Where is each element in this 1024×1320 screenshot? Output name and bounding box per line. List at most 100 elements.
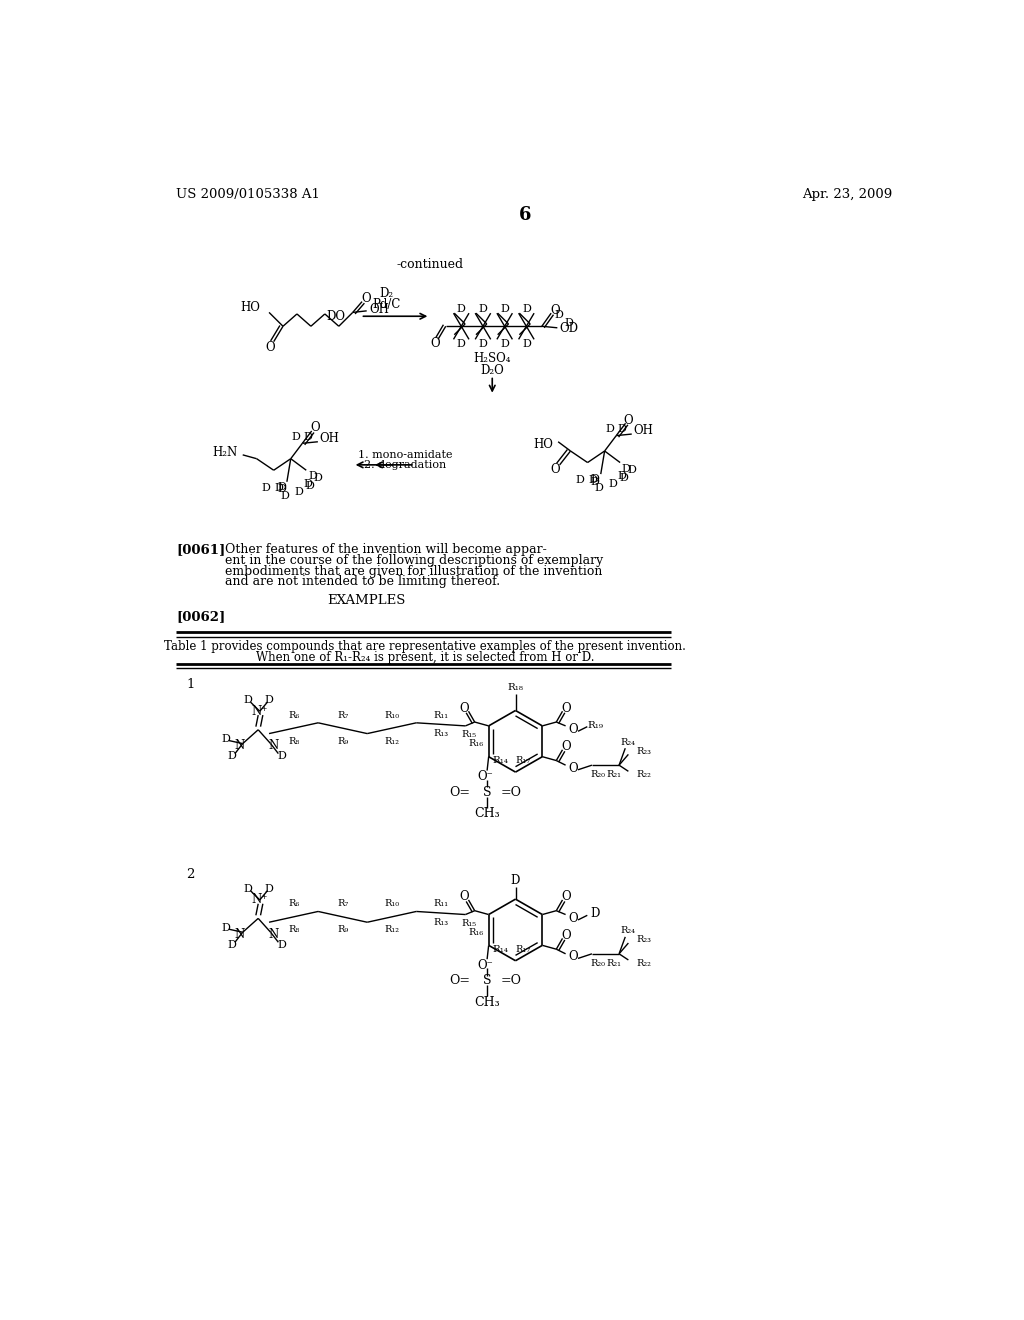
Text: D: D [292,432,301,442]
Text: OH: OH [633,425,653,437]
Text: 2: 2 [186,869,195,880]
Text: D: D [522,339,530,348]
Text: D: D [564,318,573,329]
Text: O: O [561,890,571,903]
Text: EXAMPLES: EXAMPLES [327,594,406,607]
Text: O=: O= [450,974,470,987]
Text: D: D [278,482,286,492]
Text: R₁₄: R₁₄ [492,756,508,766]
Text: O: O [568,723,579,737]
Text: D: D [278,484,286,495]
Text: D: D [457,339,466,348]
Text: DO: DO [327,310,346,323]
Text: O⁻: O⁻ [478,770,494,783]
Text: R₁₃: R₁₃ [433,917,449,927]
Text: 6: 6 [518,206,531,223]
Text: R₁₇: R₁₇ [516,945,530,953]
Text: D: D [554,310,563,319]
Text: H₂SO₄: H₂SO₄ [473,352,511,366]
Text: D: D [281,491,290,500]
Text: -continued: -continued [396,259,464,271]
Text: R₁₁: R₁₁ [433,899,449,908]
Text: D: D [261,483,270,492]
Text: R₁₆: R₁₆ [469,739,484,748]
Text: R₂₄: R₂₄ [621,927,636,935]
Text: R₂₀: R₂₀ [591,770,605,779]
Text: D: D [244,884,253,894]
Text: D: D [500,304,509,314]
Text: S: S [483,785,492,799]
Text: N: N [268,739,279,752]
Text: O⁻: O⁻ [478,958,494,972]
Text: D: D [591,474,600,484]
Text: R₁₇: R₁₇ [516,756,530,766]
Text: O: O [550,463,560,477]
Text: R₁₂: R₁₂ [384,925,399,935]
Text: R₉: R₉ [337,925,348,935]
Text: Other features of the invention will become appar-: Other features of the invention will bec… [225,543,547,556]
Text: D: D [313,473,323,483]
Text: O: O [266,341,275,354]
Text: N: N [234,739,245,752]
Text: O: O [550,304,560,317]
Text: O: O [568,912,579,925]
Text: D: D [221,734,230,744]
Text: D: D [264,884,273,894]
Text: R₁₂: R₁₂ [384,737,399,746]
Text: D: D [591,907,600,920]
Text: R₁₄: R₁₄ [492,945,508,953]
Text: R₁₀: R₁₀ [384,899,399,908]
Text: O: O [561,702,571,714]
Text: D: D [522,304,530,314]
Text: Table 1 provides compounds that are representative examples of the present inven: Table 1 provides compounds that are repr… [164,640,686,653]
Text: D: D [622,463,631,474]
Text: [0062]: [0062] [176,610,225,623]
Text: D: D [274,483,284,492]
Text: embodiments that are given for illustration of the invention: embodiments that are given for illustrat… [225,565,602,578]
Text: [0061]: [0061] [176,543,225,556]
Text: N⁺: N⁺ [252,894,268,907]
Text: D: D [620,473,629,483]
Text: D: D [244,696,253,705]
Text: R₂₂: R₂₂ [636,770,651,779]
Text: R₂₃: R₂₃ [636,936,651,944]
Text: D: D [264,696,273,705]
Text: R₂₄: R₂₄ [621,738,636,747]
Text: D: D [227,940,237,949]
Text: D: D [511,874,520,887]
Text: 1: 1 [186,677,195,690]
Text: D: D [278,751,286,760]
Text: O: O [460,890,469,903]
Text: HO: HO [240,301,260,314]
Text: R₉: R₉ [337,737,348,746]
Text: R₁₈: R₁₈ [508,682,523,692]
Text: O: O [561,929,571,942]
Text: D: D [589,475,597,486]
Text: H₂N: H₂N [213,446,238,459]
Text: R₁₅: R₁₅ [461,730,476,739]
Text: CH₃: CH₃ [474,995,500,1008]
Text: N: N [234,928,245,941]
Text: D: D [303,432,312,442]
Text: O: O [568,950,579,964]
Text: =O: =O [501,785,522,799]
Text: D: D [628,465,636,475]
Text: R₆: R₆ [288,710,299,719]
Text: R₈: R₈ [288,737,299,746]
Text: O: O [361,292,371,305]
Text: Pd/C: Pd/C [372,298,400,312]
Text: R₂₁: R₂₁ [606,958,622,968]
Text: N⁺: N⁺ [252,705,268,718]
Text: R₂₂: R₂₂ [636,958,651,968]
Text: D: D [605,425,614,434]
Text: R₆: R₆ [288,899,299,908]
Text: O: O [430,338,439,351]
Text: O: O [561,741,571,754]
Text: D: D [303,479,312,490]
Text: and are not intended to be limiting thereof.: and are not intended to be limiting ther… [225,576,500,589]
Text: D: D [278,940,286,949]
Text: D: D [308,471,316,482]
Text: D: D [227,751,237,760]
Text: D: D [294,487,303,496]
Text: R₁₅: R₁₅ [461,919,476,928]
